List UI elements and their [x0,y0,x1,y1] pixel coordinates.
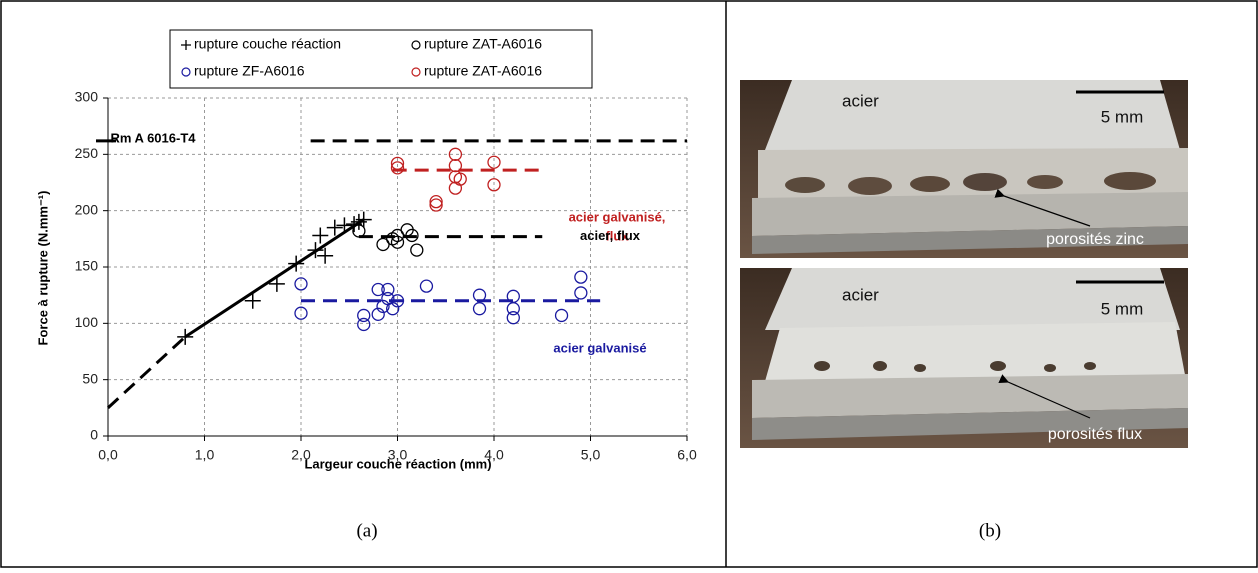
point [405,228,419,243]
caption: (b) [979,520,1001,541]
point [371,307,385,321]
legend-label: rupture ZF-A6016 [194,63,305,79]
point [390,228,405,243]
annotation: flux [605,228,629,243]
x-tick-label: 4,0 [484,447,504,463]
point [357,308,371,323]
scale-label: 5 mm [1101,299,1144,318]
point [288,255,305,272]
y-tick-label: 100 [75,314,99,330]
x-tick-label: 3,0 [388,447,408,463]
photo-label: acier [842,91,879,110]
point [177,328,194,345]
point [390,161,405,175]
photo [740,268,1188,448]
x-tick-label: 5,0 [581,447,601,463]
point [352,224,366,238]
point [487,155,501,169]
point [390,156,405,170]
point [448,147,463,161]
point [472,302,487,316]
scale-label: 5 mm [1101,107,1144,126]
legend-label: rupture ZAT-A6016 [424,36,542,52]
annotation: Rm A 6016-T4 [110,130,196,145]
point [506,302,520,316]
x-tick-label: 1,0 [195,447,215,463]
point [294,277,308,291]
point [371,282,385,297]
point [307,242,324,259]
point [244,292,261,309]
photo-annotation: porosités zinc [1046,231,1144,248]
annotation: acier galvanisé [553,340,646,355]
legend-marker [181,40,191,50]
point [429,198,443,212]
legend-marker [411,40,421,50]
point [355,211,372,228]
point [336,217,353,234]
point [472,288,487,302]
point [410,243,424,257]
caption: (a) [356,520,377,541]
point [574,286,588,300]
annotation: acier, flux [580,228,641,243]
point [381,282,395,297]
point [386,302,400,316]
x-tick-label: 6,0 [677,447,697,463]
x-tick-label: 0,0 [98,447,118,463]
point [574,270,588,284]
point [268,275,285,292]
y-tick-label: 250 [75,145,99,161]
x-tick-label: 2,0 [291,447,311,463]
point [448,158,463,173]
x-axis-title: Largeur couche réaction (mm) [304,456,491,471]
legend-label: rupture couche réaction [194,36,341,52]
point [506,289,520,303]
reference-line [106,335,187,409]
point [326,219,343,236]
point [429,195,443,209]
point [419,279,434,293]
y-tick-label: 150 [75,258,99,274]
legend-marker [181,67,191,77]
point [376,237,390,252]
point [448,181,463,195]
point [453,172,467,186]
point [294,306,308,320]
point [487,178,501,192]
point [554,308,569,323]
photo [740,80,1188,258]
point [357,317,371,332]
point [376,299,390,314]
y-tick-label: 300 [75,89,99,105]
y-tick-label: 50 [82,370,98,386]
legend-label: rupture ZAT-A6016 [424,63,542,79]
annotation: acier galvanisé, [569,209,666,224]
photo-annotation: porosités flux [1048,426,1142,443]
y-tick-label: 0 [90,427,98,443]
point [506,311,520,325]
y-tick-label: 200 [75,201,99,217]
legend-marker [411,67,421,77]
photo-label: acier [842,285,879,304]
reference-line [184,218,365,339]
point [317,247,334,264]
legend [169,29,593,89]
y-axis-title: Force à rupture (N.mm⁻¹) [35,191,50,346]
point [390,235,405,249]
point [312,227,329,244]
point [390,294,405,308]
